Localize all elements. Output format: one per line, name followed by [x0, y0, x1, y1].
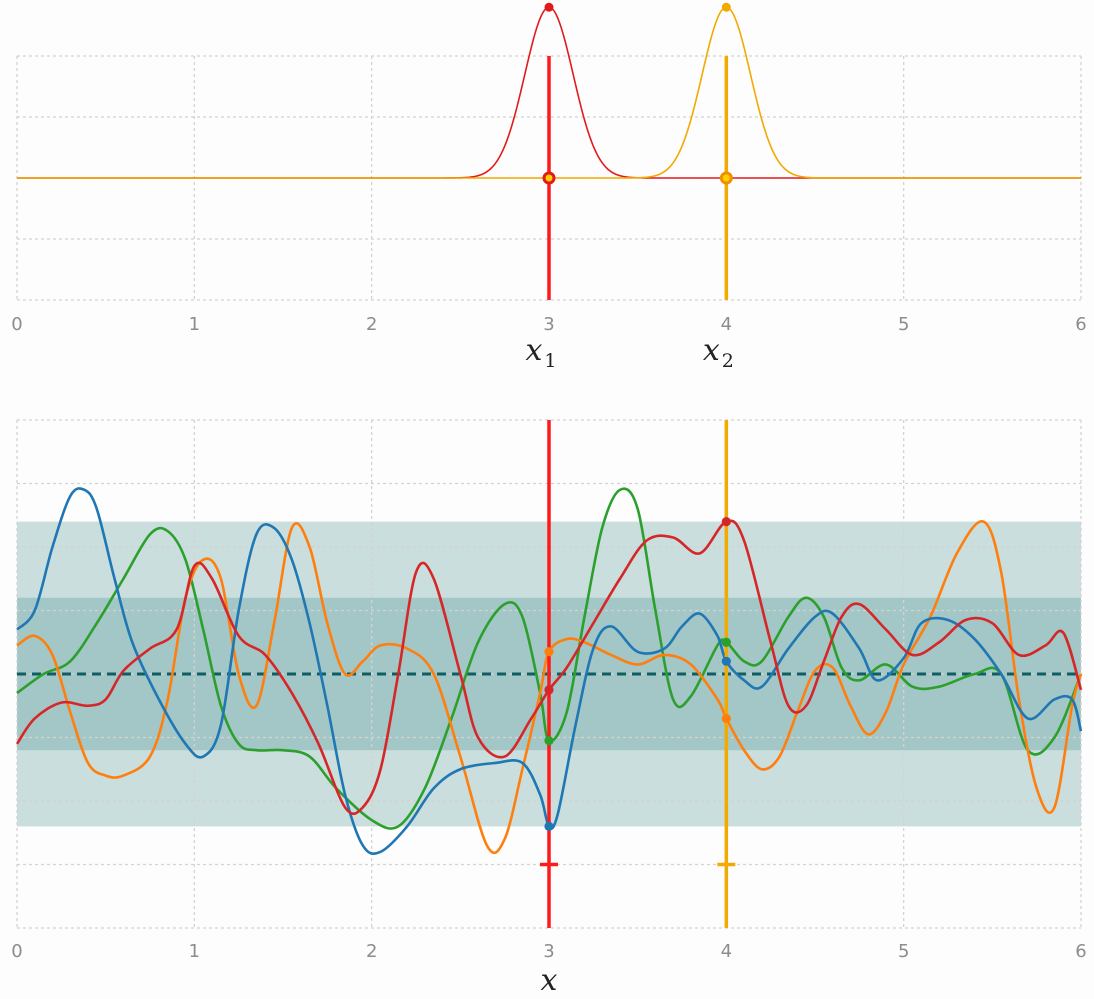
bottom-sample-dot [544, 736, 554, 746]
bottom-sample-dot [721, 517, 731, 527]
bottom-x-tick-label: 4 [721, 941, 732, 962]
top-x-ticks: 0 1 2 3 4 5 6 [11, 314, 1086, 335]
bottom-x-tick-label: 6 [1075, 941, 1086, 962]
top-center-dot-2 [719, 171, 733, 185]
top-x-tick-label: 3 [543, 314, 554, 335]
top-center-dot-1 [542, 171, 556, 185]
top-x-tick-label: 6 [1075, 314, 1086, 335]
bottom-x-axis-label: x [541, 963, 558, 998]
bottom-x-tick-label: 3 [543, 941, 554, 962]
bottom-sample-1 [16, 487, 1083, 855]
bottom-sample-4 [15, 519, 1083, 815]
top-x-tick-label: 1 [189, 314, 200, 335]
top-marker-label-sub-2: 2 [722, 350, 734, 372]
bottom-x-tick-label: 2 [366, 941, 377, 962]
bottom-sample-dot [544, 647, 554, 657]
bottom-sample-3 [16, 487, 1083, 830]
bottom-x-ticks: 0 1 2 3 4 5 6 [11, 941, 1086, 962]
bottom-sample-dot [544, 685, 554, 695]
bottom-sample-dot [721, 656, 731, 666]
bottom-x-tick-label: 0 [11, 941, 22, 962]
bottom-x-tick-label: 5 [898, 941, 909, 962]
top-x-tick-label: 2 [366, 314, 377, 335]
top-peak-dot-2 [721, 2, 731, 12]
top-panel: 0 1 2 3 4 5 6 x 1 x 2 [11, 2, 1087, 372]
top-x-tick-label: 0 [11, 314, 22, 335]
top-x-tick-label: 5 [898, 314, 909, 335]
bottom-sample-dot [544, 821, 554, 832]
bottom-sample-dot [721, 637, 731, 647]
bottom-panel: 0 1 2 3 4 5 6 x [11, 419, 1087, 998]
top-marker-label-sub-1: 1 [544, 350, 556, 372]
top-x-tick-label: 4 [721, 314, 732, 335]
bottom-sample-dot [721, 713, 731, 724]
bottom-x-tick-label: 1 [189, 941, 200, 962]
top-peak-dot-1 [544, 2, 554, 12]
